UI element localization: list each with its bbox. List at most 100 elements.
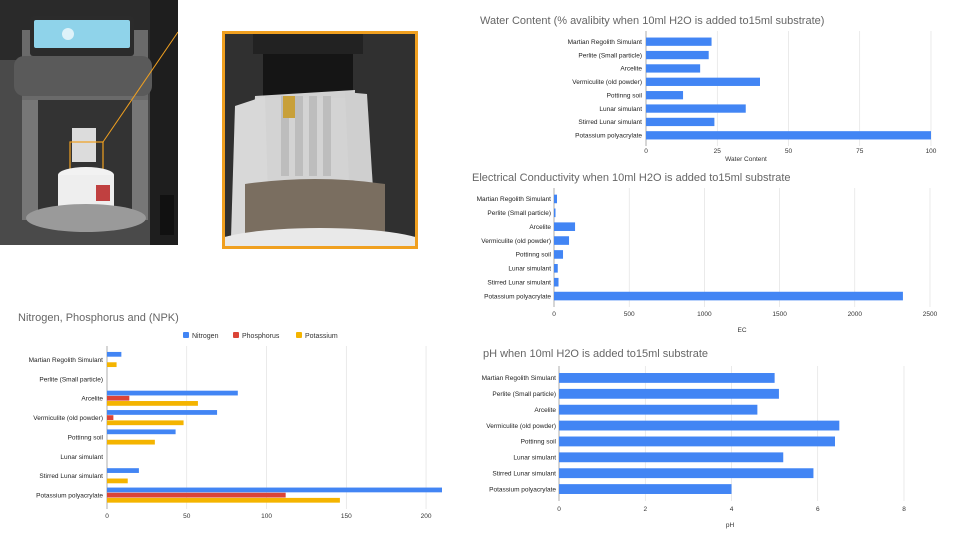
bar-stirred-lunar-simulant-nitrogen — [107, 468, 139, 473]
x-tick-label: 2 — [643, 506, 647, 513]
category-label: Vermiculite (old powder) — [33, 415, 103, 422]
bar-lunar-simulant — [646, 104, 746, 113]
bar-vermiculite-old-powder-potassium — [107, 420, 184, 426]
chart-title: pH when 10ml H2O is added to15ml substra… — [483, 348, 708, 360]
category-label: Arcelite — [81, 396, 103, 403]
bar-stirred-lunar-simulant — [554, 277, 559, 287]
chart-title: Water Content (% avalibity when 10ml H2O… — [480, 15, 824, 27]
bar-potassium-polyacrylate — [646, 131, 931, 140]
category-label: Potassium polyacrylate — [36, 493, 103, 500]
category-label: Lunar simulant — [513, 455, 556, 462]
legend-swatch-nitrogen — [183, 332, 189, 338]
bar-potassium-polyacrylate-potassium — [107, 497, 340, 503]
bar-arcelite — [554, 222, 576, 231]
category-label: Vermiculite (old powder) — [572, 79, 642, 86]
legend-label-nitrogen: Nitrogen — [192, 333, 219, 340]
bar-arcelite-potassium — [107, 401, 198, 406]
bar-pottinng-soil-potassium — [107, 439, 155, 445]
bar-pottinng-soil-nitrogen — [107, 429, 176, 435]
device-photo — [0, 0, 178, 245]
category-label: Pottinng soil — [516, 252, 552, 259]
category-label: Potassium polyacrylate — [489, 486, 556, 493]
category-label: Stirred Lunar simulant — [578, 119, 642, 126]
x-tick-label: 50 — [183, 513, 191, 520]
category-label: Lunar simulant — [599, 106, 642, 113]
legend-label-potassium: Potassium — [305, 333, 338, 340]
category-label: Stirred Lunar simulant — [39, 473, 103, 480]
x-tick-label: 6 — [816, 506, 820, 513]
category-label: Perlite (Small particle) — [492, 391, 556, 398]
x-tick-label: 200 — [421, 513, 432, 520]
npk-chart: Nitrogen, Phosphorus and (NPK) Nitrogen P… — [18, 312, 442, 520]
bar-pottinng-soil — [554, 250, 564, 259]
legend-swatch-phosphorus — [233, 332, 239, 338]
device-illustration — [0, 0, 178, 245]
x-tick-label: 100 — [926, 148, 937, 155]
bar-vermiculite-old-powder-nitrogen — [107, 410, 218, 415]
bar-stirred-lunar-simulant — [646, 117, 715, 127]
category-label: Martian Regolith Simulant — [568, 39, 643, 46]
x-tick-label: 1000 — [697, 311, 712, 318]
bar-vermiculite-old-powder — [554, 236, 570, 245]
bar-stirred-lunar-simulant — [559, 468, 814, 479]
bar-vermiculite-old-powder — [646, 77, 760, 86]
x-axis-label: pH — [726, 522, 735, 529]
bar-potassium-polyacrylate-nitrogen — [107, 487, 442, 493]
ph-chart: pH when 10ml H2O is added to15ml substra… — [482, 348, 907, 529]
x-tick-label: 150 — [341, 513, 352, 520]
bar-stirred-lunar-simulant-potassium — [107, 478, 128, 484]
legend-label-phosphorus: Phosphorus — [242, 333, 280, 340]
category-label: Arcelite — [534, 407, 556, 414]
category-label: Perlite (Small particle) — [39, 376, 103, 383]
bar-vermiculite-old-powder-phosphorus — [107, 415, 114, 420]
bar-arcelite — [646, 64, 701, 73]
category-label: Perlite (Small particle) — [578, 52, 642, 59]
x-tick-label: 75 — [856, 148, 864, 155]
x-axis-label: EC — [737, 327, 746, 334]
bar-perlite-small-particle — [559, 388, 779, 399]
x-tick-label: 2500 — [923, 311, 938, 318]
x-tick-label: 8 — [902, 506, 906, 513]
x-tick-label: 500 — [624, 311, 635, 318]
x-tick-label: 0 — [644, 148, 648, 155]
x-tick-label: 0 — [557, 506, 561, 513]
category-label: Potassium polyacrylate — [484, 293, 551, 300]
x-axis-label: Water Content — [725, 156, 767, 163]
bar-arcelite-nitrogen — [107, 390, 238, 396]
bar-pottinng-soil — [559, 436, 835, 447]
chart-title: Nitrogen, Phosphorus and (NPK) — [18, 312, 179, 324]
bar-arcelite-phosphorus — [107, 395, 130, 401]
category-label: Lunar simulant — [60, 454, 103, 461]
bar-martian-regolith-simulant-potassium — [107, 362, 117, 368]
category-label: Stirred Lunar simulant — [492, 470, 556, 477]
water-content-chart: Water Content (% avalibity when 10ml H2O… — [480, 15, 937, 163]
bar-pottinng-soil — [646, 91, 684, 100]
x-tick-label: 100 — [261, 513, 272, 520]
bar-martian-regolith-simulant — [554, 194, 558, 204]
closeup-illustration — [225, 34, 415, 246]
bar-perlite-small-particle — [554, 208, 556, 218]
bar-martian-regolith-simulant-nitrogen — [107, 351, 122, 357]
chart-title: Electrical Conductivity when 10ml H2O is… — [472, 172, 791, 184]
bar-martian-regolith-simulant — [559, 373, 775, 383]
x-tick-label: 0 — [552, 311, 556, 318]
closeup-photo — [222, 31, 418, 249]
category-label: Pottinng soil — [68, 434, 104, 441]
bar-potassium-polyacrylate — [559, 484, 732, 494]
x-tick-label: 25 — [714, 148, 722, 155]
bar-lunar-simulant — [559, 452, 784, 463]
legend-swatch-potassium — [296, 332, 302, 338]
category-label: Martian Regolith Simulant — [482, 375, 557, 382]
bar-vermiculite-old-powder — [559, 420, 840, 431]
x-tick-label: 1500 — [772, 311, 787, 318]
category-label: Potassium polyacrylate — [575, 133, 642, 140]
category-label: Martian Regolith Simulant — [477, 196, 552, 203]
bar-potassium-polyacrylate — [554, 291, 903, 301]
category-label: Pottinng soil — [607, 92, 643, 99]
x-tick-label: 2000 — [848, 311, 863, 318]
bar-perlite-small-particle — [646, 50, 709, 60]
category-label: Perlite (Small particle) — [487, 210, 551, 217]
x-tick-label: 0 — [105, 513, 109, 520]
category-label: Arcelite — [620, 66, 642, 73]
category-label: Arcelite — [529, 224, 551, 231]
